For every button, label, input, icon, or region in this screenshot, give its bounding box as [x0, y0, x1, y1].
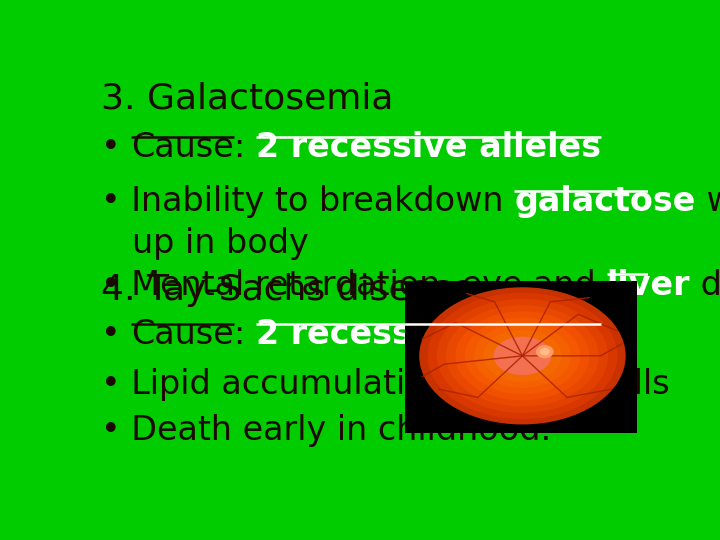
- Ellipse shape: [483, 330, 562, 382]
- Ellipse shape: [464, 318, 580, 394]
- Ellipse shape: [446, 305, 599, 407]
- Text: • Inability to breakdown: • Inability to breakdown: [101, 185, 514, 218]
- Text: which builds: which builds: [696, 185, 720, 218]
- Ellipse shape: [419, 287, 626, 424]
- Text: galactose: galactose: [514, 185, 696, 218]
- Text: liver: liver: [606, 268, 690, 301]
- Ellipse shape: [540, 348, 550, 355]
- Text: Cause: Cause: [132, 131, 234, 164]
- Ellipse shape: [474, 323, 571, 388]
- Ellipse shape: [536, 345, 554, 359]
- Ellipse shape: [493, 336, 552, 375]
- Text: Cause: Cause: [132, 319, 234, 352]
- Text: 2 recessive alleles: 2 recessive alleles: [256, 131, 601, 164]
- Text: • Death early in childhood.: • Death early in childhood.: [101, 414, 552, 447]
- Ellipse shape: [455, 311, 590, 401]
- Text: • Mental retardation, eye and: • Mental retardation, eye and: [101, 268, 606, 301]
- Text: 2 recessive alleles: 2 recessive alleles: [256, 319, 601, 352]
- Bar: [405, 281, 637, 433]
- Text: 3. Galactosemia: 3. Galactosemia: [101, 82, 394, 116]
- Ellipse shape: [437, 299, 608, 413]
- Text: 4. Tay-Sachs disease: 4. Tay-Sachs disease: [101, 273, 474, 307]
- Text: up in body: up in body: [132, 227, 309, 260]
- Text: damage: damage: [690, 268, 720, 301]
- Text: :: :: [234, 319, 256, 352]
- Text: :: :: [234, 131, 256, 164]
- Text: •: •: [101, 319, 132, 352]
- Text: •: •: [101, 131, 132, 164]
- Text: • Lipid accumulation in brain cells: • Lipid accumulation in brain cells: [101, 368, 670, 401]
- Ellipse shape: [428, 293, 618, 419]
